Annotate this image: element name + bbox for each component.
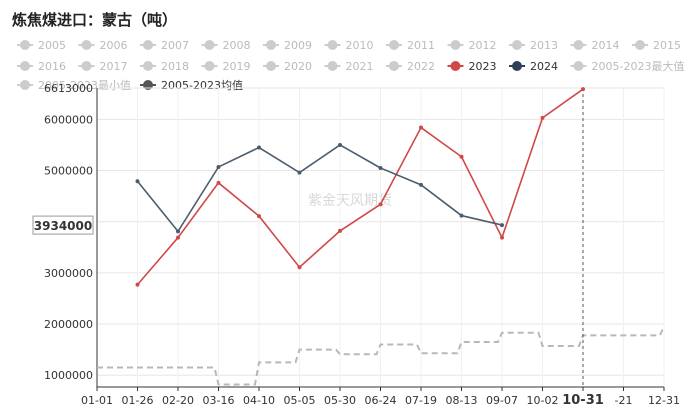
- series-2023-point-1: [176, 235, 180, 240]
- x-tick-label-14: 12-31: [648, 394, 680, 407]
- y-tick-label-6000000: 6000000: [44, 113, 93, 126]
- legend-2020-15-label: 2020: [284, 60, 312, 73]
- y-tick-label-6613000: 6613000: [44, 82, 93, 95]
- legend-2010-5-marker: [327, 40, 338, 50]
- x-tick-label-9: 08-13: [446, 394, 478, 407]
- chart-title: 炼焦煤进口：蒙古（吨）: [12, 11, 178, 29]
- legend-2008-3-marker: [204, 40, 215, 50]
- y-tick-label-1000000: 1000000: [44, 369, 93, 382]
- series-2024-line: [136, 144, 503, 233]
- legend-2010-5-label: 2010: [346, 39, 374, 52]
- x-tick-label-0: 01-01: [81, 394, 113, 407]
- series-2024-point-9: [500, 223, 504, 228]
- series-2024-point-8: [459, 213, 464, 218]
- legend-2014-9-marker: [573, 40, 584, 50]
- legend-2022-17-label: 2022: [407, 60, 435, 73]
- legend-2016-11-label: 2016: [38, 60, 66, 73]
- x-tick-label-3: 03-16: [203, 394, 235, 407]
- legend-2012-7-marker: [450, 40, 461, 50]
- series-2024-point-2: [216, 164, 221, 169]
- series-2023-point-5: [338, 228, 342, 233]
- legend-2017-12-label: 2017: [100, 60, 128, 73]
- legend-2006-1-marker: [81, 40, 92, 50]
- legend-2013-8-marker: [512, 40, 522, 50]
- legend-2021-16-label: 2021: [346, 60, 374, 73]
- legend-2018-13-label: 2018: [161, 60, 189, 73]
- legend-2022-17-marker: [389, 61, 399, 71]
- legend-20052023-20-marker: [573, 61, 584, 71]
- legend-2008-3-label: 2008: [223, 39, 251, 52]
- crosshair-y-label: 3934000: [34, 219, 92, 233]
- series-2024-point-7: [419, 182, 423, 187]
- series-2024-point-0: [135, 179, 140, 184]
- legend-20052023-20-label: 2005-2023最大值: [592, 59, 685, 73]
- series-min-dashed-line: [97, 325, 665, 386]
- series-2023-point-0: [135, 282, 140, 287]
- x-tick-label-2: 02-20: [162, 394, 194, 407]
- series-2024-point-6: [378, 165, 383, 170]
- x-tick-label-12: 10-31: [562, 393, 604, 408]
- watermark-text: 紫金天风期货: [308, 192, 392, 209]
- series-2023-point-4: [297, 265, 302, 270]
- legend-2017-12-marker: [81, 61, 92, 71]
- y-tick-label-2000000: 2000000: [44, 318, 93, 331]
- series-2023-point-10: [540, 115, 545, 120]
- x-tick-label-4: 04-10: [243, 394, 275, 407]
- series-2023-point-6: [378, 202, 383, 207]
- legend-2020-15-marker: [266, 61, 276, 71]
- legend-2023-18-marker: [450, 61, 461, 71]
- legend-2005-0-label: 2005: [38, 39, 66, 52]
- series-2024-point-3: [257, 145, 261, 150]
- legend-2009-4-label: 2009: [284, 39, 312, 52]
- legend-2011-6-marker: [389, 40, 399, 50]
- x-tick-label-7: 06-24: [365, 394, 397, 407]
- series-2023-line: [136, 88, 584, 286]
- x-tick-label-8: 07-19: [405, 394, 437, 407]
- legend-2016-11-marker: [20, 61, 30, 71]
- x-tick-label-5: 05-05: [284, 394, 316, 407]
- legend-20052023-22-label: 2005-2023均值: [161, 79, 243, 92]
- legend-2012-7-label: 2012: [469, 39, 497, 52]
- series-2023-point-9: [500, 235, 504, 240]
- legend-2024-19-marker: [512, 61, 522, 71]
- series-2023-point-11: [581, 87, 585, 92]
- legend-2011-6-label: 2011: [407, 39, 435, 52]
- series-2024-point-5: [338, 142, 342, 147]
- legend-20052023-21-marker: [20, 80, 30, 90]
- legend-2015-10-label: 2015: [653, 39, 681, 52]
- legend-2007-2-marker: [143, 40, 153, 50]
- y-tick-label-5000000: 5000000: [44, 165, 93, 178]
- legend-2013-8-label: 2013: [530, 39, 558, 52]
- legend-2023-18-label: 2023: [469, 60, 497, 73]
- legend-2009-4-marker: [266, 40, 276, 50]
- series-2023-point-8: [459, 154, 464, 159]
- x-tick-label-10: 09-07: [486, 394, 518, 407]
- legend-2019-14-label: 2019: [223, 60, 251, 73]
- series-2023-point-7: [419, 125, 423, 130]
- legend-2018-13-marker: [143, 61, 153, 71]
- series-2023-point-2: [216, 180, 221, 185]
- series-2023-point-3: [257, 214, 261, 219]
- y-tick-label-3000000: 3000000: [44, 267, 93, 280]
- series-2024-point-1: [176, 229, 180, 234]
- legend-2007-2-label: 2007: [161, 39, 189, 52]
- legend-2021-16-marker: [327, 61, 338, 71]
- legend-2006-1-label: 2006: [100, 39, 128, 52]
- legend-2024-19-label: 2024: [530, 60, 558, 73]
- legend-2005-0-marker: [20, 40, 30, 50]
- x-tick-label-13: -21: [615, 394, 633, 407]
- legend-2019-14-marker: [204, 61, 215, 71]
- crosshair-y-label-box: [32, 215, 94, 235]
- legend-20052023-21-label: 2005-2023最小值: [38, 79, 131, 92]
- series-2024-point-4: [297, 170, 302, 175]
- x-tick-label-1: 01-26: [122, 394, 154, 407]
- legend-2014-9-label: 2014: [592, 39, 620, 52]
- x-tick-label-11: 10-02: [527, 394, 559, 407]
- legend-2015-10-marker: [635, 40, 645, 50]
- x-tick-label-6: 05-30: [324, 394, 356, 407]
